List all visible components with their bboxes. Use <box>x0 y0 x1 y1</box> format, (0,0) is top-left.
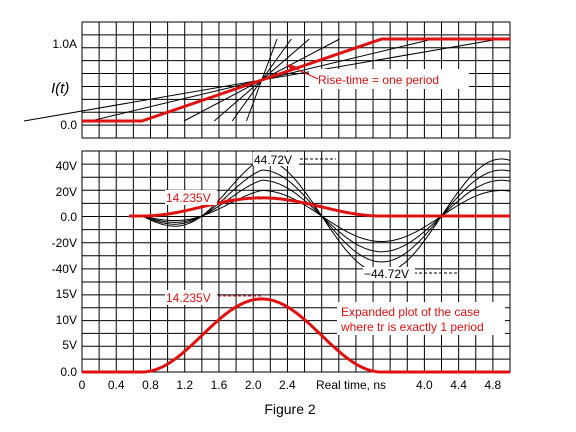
voltage-y-tick: -40V <box>52 262 77 276</box>
x-tick-label: 2.4 <box>279 378 296 392</box>
current-grid-frame <box>81 21 511 139</box>
voltage-highlight-trace <box>129 196 510 218</box>
expanded-panel: 14.235V Expanded plot of the case where … <box>56 281 511 379</box>
voltage-thin-trace <box>141 158 511 274</box>
upper-peak-label-background <box>253 152 299 166</box>
current-annotation-background <box>309 69 469 89</box>
lower-peak-label: −44.72V <box>364 267 409 281</box>
current-y-tick: 0.0 <box>60 118 77 132</box>
x-axis-label-background <box>314 377 376 392</box>
current-annotation-arrow <box>289 65 319 80</box>
x-tick-label: 4.8 <box>485 378 502 392</box>
figure-caption: Figure 2 <box>264 401 316 417</box>
x-tick-label: 1.6 <box>211 378 228 392</box>
x-tick-label: 4.4 <box>450 378 467 392</box>
x-tick-label: 2.0 <box>245 378 262 392</box>
x-tick-label: 4.0 <box>416 378 433 392</box>
current-y-tick: 1.0A <box>52 37 77 51</box>
highlight-peak-label: 14.235V <box>166 191 211 205</box>
expanded-y-tick: 10V <box>56 313 77 327</box>
voltage-y-tick: -20V <box>52 236 77 250</box>
x-axis-ticks: 00.40.81.21.62.02.42.84.04.44.8 <box>79 378 502 392</box>
x-axis-label: Real time, ns <box>316 378 386 392</box>
expanded-y-tick: 0.0 <box>60 365 77 379</box>
x-tick-label: 1.2 <box>176 378 193 392</box>
expanded-highlight-trace <box>82 297 510 374</box>
current-y-axis-label: I(t) <box>51 80 69 97</box>
expanded-y-tick: 5V <box>62 338 77 352</box>
current-ramp-line <box>82 37 510 123</box>
expanded-peak-label-background <box>165 290 217 305</box>
current-panel: Rise-time = one period 1.0A 0.0 I(t) <box>23 21 511 139</box>
expanded-y-tick: 15V <box>56 287 77 301</box>
voltage-panel: 44.72V −44.72V 14.235V 40V 20V 0.0 -20V … <box>52 150 511 283</box>
current-annotation-label: Rise-time = one period <box>318 73 439 87</box>
voltage-y-tick: 20V <box>56 185 77 199</box>
current-annotation-arrowhead <box>286 64 296 71</box>
expanded-note-line-2: where tr is exactly 1 period <box>340 320 484 334</box>
expanded-grid-frame <box>81 281 511 373</box>
upper-peak-label: 44.72V <box>254 153 292 167</box>
voltage-thin-traces <box>141 158 511 274</box>
expanded-peak-label: 14.235V <box>166 291 211 305</box>
expanded-note-line-1: Expanded plot of the case <box>341 305 480 319</box>
voltage-y-tick: 40V <box>56 159 77 173</box>
x-tick-label: 0.8 <box>142 378 159 392</box>
voltage-y-tick: 0.0 <box>60 210 77 224</box>
x-tick-label: 0 <box>79 378 86 392</box>
x-tick-label: 0.4 <box>108 378 125 392</box>
highlight-peak-label-background <box>165 190 217 205</box>
expanded-note-background <box>337 302 505 335</box>
lower-peak-label-background <box>363 267 415 281</box>
